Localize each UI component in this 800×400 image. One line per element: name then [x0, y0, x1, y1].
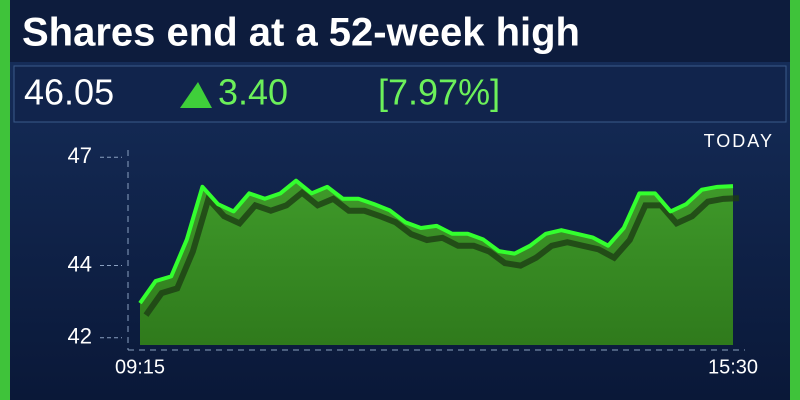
chart-title: Shares end at a 52-week high [22, 11, 580, 55]
up-arrow [180, 82, 212, 108]
area-fill [140, 180, 733, 345]
y-tick-label: 42 [68, 324, 92, 349]
x-tick-label: 15:30 [708, 356, 758, 378]
change: 3.40 [218, 72, 288, 113]
period-label: TODAY [704, 131, 774, 151]
left-border [0, 0, 10, 400]
price: 46.05 [24, 72, 114, 113]
x-tick-label: 09:15 [115, 356, 165, 378]
quote-box [13, 65, 787, 123]
price-line [138, 178, 734, 305]
y-tick-label: 44 [68, 251, 92, 276]
y-tick-label: 47 [68, 143, 92, 168]
title-bar [10, 0, 790, 62]
change-percent: [7.97%] [378, 72, 500, 113]
right-border [790, 0, 800, 400]
line-shadow [143, 188, 740, 317]
